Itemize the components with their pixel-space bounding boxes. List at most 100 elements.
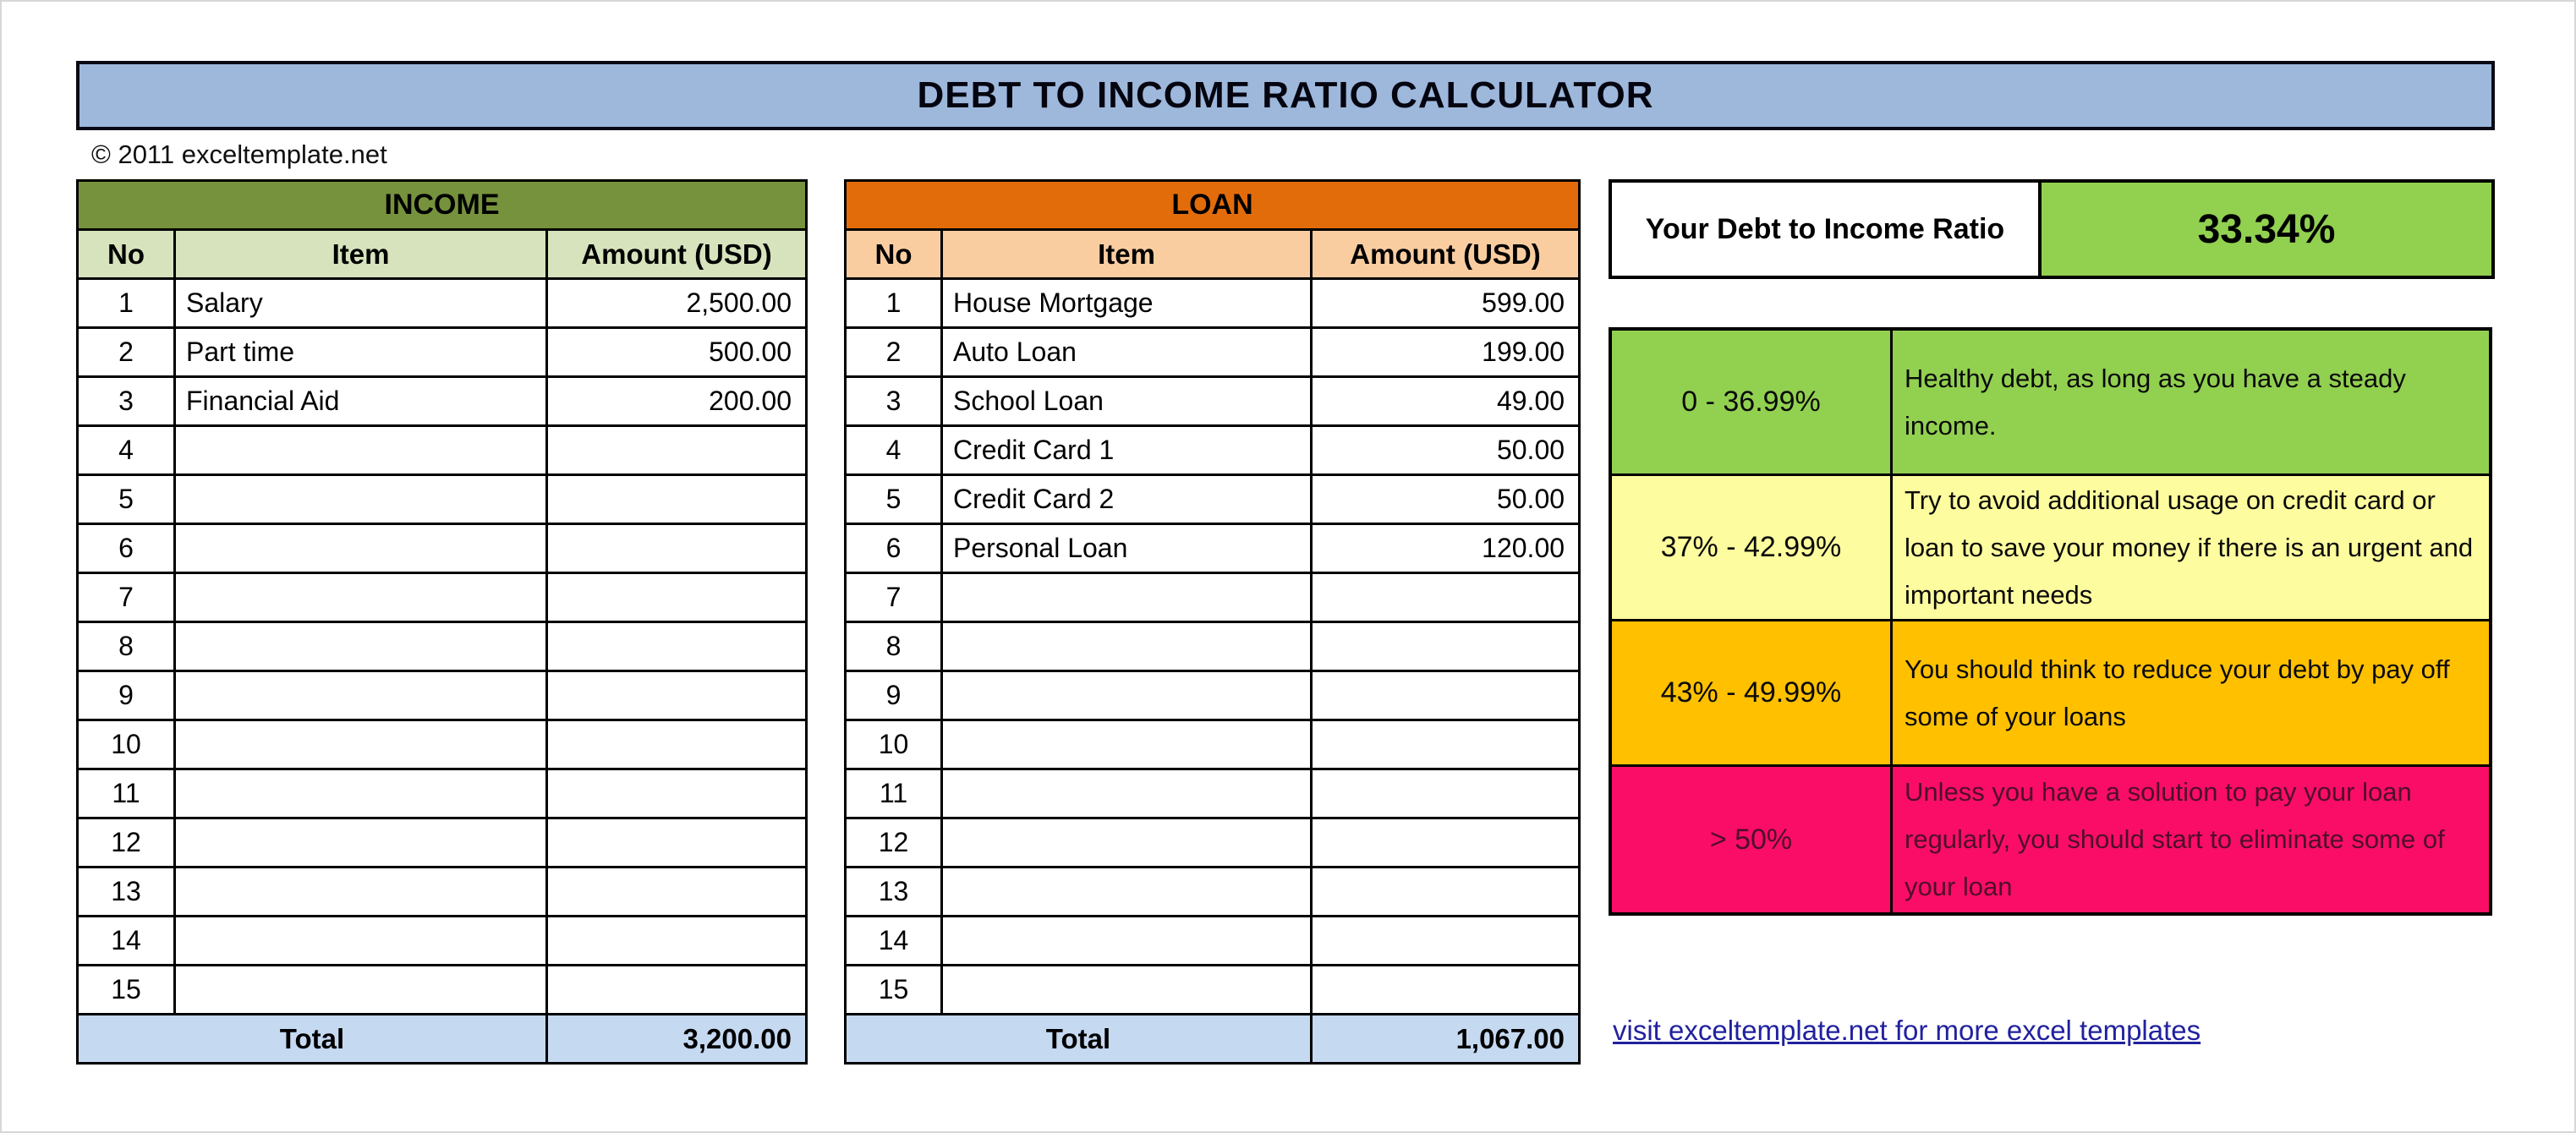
income-item-cell[interactable]	[173, 670, 548, 721]
loan-amount-cell[interactable]: 49.00	[1309, 375, 1581, 427]
income-amount-cell[interactable]	[545, 719, 808, 770]
income-amount-cell[interactable]	[545, 424, 808, 476]
income-amount-cell[interactable]	[545, 621, 808, 672]
income-amount-cell[interactable]	[545, 817, 808, 868]
loan-amount-cell[interactable]	[1309, 768, 1581, 819]
row-number-cell: 7	[76, 572, 176, 623]
income-amount-cell[interactable]	[545, 964, 808, 1015]
loan-item-cell[interactable]	[940, 866, 1313, 917]
loan-table-row: 6 Personal Loan 120.00	[844, 523, 1581, 574]
income-table-row: 12	[76, 817, 808, 868]
income-table-row: 2 Part time 500.00	[76, 326, 808, 378]
loan-amount-cell[interactable]: 50.00	[1309, 473, 1581, 525]
footer-link[interactable]: visit exceltemplate.net for more excel t…	[1613, 1015, 2201, 1046]
row-number-cell: 6	[844, 523, 943, 574]
loan-item-cell[interactable]: Credit Card 1	[940, 424, 1313, 476]
loan-amount-cell[interactable]: 199.00	[1309, 326, 1581, 378]
income-table-row: 8	[76, 621, 808, 672]
income-amount-cell[interactable]: 2,500.00	[545, 277, 808, 329]
income-table: INCOME No Item Amount (USD) 1 Salary 2,5…	[76, 179, 808, 1065]
loan-amount-cell[interactable]: 120.00	[1309, 523, 1581, 574]
income-table-row: 15	[76, 964, 808, 1015]
loan-amount-cell[interactable]	[1309, 915, 1581, 966]
loan-amount-cell[interactable]	[1309, 670, 1581, 721]
income-item-cell[interactable]: Financial Aid	[173, 375, 548, 427]
income-amount-cell[interactable]	[545, 670, 808, 721]
loan-item-cell[interactable]	[940, 572, 1313, 623]
income-table-row: 3 Financial Aid 200.00	[76, 375, 808, 427]
loan-item-cell[interactable]: Auto Loan	[940, 326, 1313, 378]
copyright-text: © 2011 exceltemplate.net	[91, 140, 387, 169]
income-item-cell[interactable]	[173, 964, 548, 1015]
debt-to-income-ratio-box: Your Debt to Income Ratio 33.34%	[1609, 179, 2495, 279]
loan-item-cell[interactable]	[940, 719, 1313, 770]
row-number-cell: 10	[76, 719, 176, 770]
loan-table-row: 11	[844, 768, 1581, 819]
loan-table-row: 4 Credit Card 1 50.00	[844, 424, 1581, 476]
loan-item-cell[interactable]	[940, 915, 1313, 966]
income-amount-cell[interactable]	[545, 768, 808, 819]
income-total-label: Total	[76, 1013, 548, 1065]
loan-item-cell[interactable]	[940, 768, 1313, 819]
income-item-cell[interactable]	[173, 817, 548, 868]
income-amount-cell[interactable]: 500.00	[545, 326, 808, 378]
income-amount-cell[interactable]	[545, 473, 808, 525]
income-item-cell[interactable]	[173, 424, 548, 476]
loan-table-row: 12	[844, 817, 1581, 868]
loan-amount-cell[interactable]	[1309, 817, 1581, 868]
loan-amount-cell[interactable]	[1309, 964, 1581, 1015]
loan-item-cell[interactable]	[940, 670, 1313, 721]
row-number-cell: 4	[844, 424, 943, 476]
loan-item-cell[interactable]: Credit Card 2	[940, 473, 1313, 525]
income-col-item: Item	[173, 228, 548, 280]
loan-table-row: 15	[844, 964, 1581, 1015]
row-number-cell: 13	[844, 866, 943, 917]
income-amount-cell[interactable]	[545, 915, 808, 966]
row-number-cell: 1	[844, 277, 943, 329]
income-amount-cell[interactable]	[545, 572, 808, 623]
loan-total-label: Total	[844, 1013, 1313, 1065]
income-item-cell[interactable]	[173, 572, 548, 623]
row-number-cell: 9	[76, 670, 176, 721]
loan-amount-cell[interactable]	[1309, 621, 1581, 672]
loan-amount-cell[interactable]: 50.00	[1309, 424, 1581, 476]
legend-description-cell: Try to avoid additional usage on credit …	[1905, 484, 2474, 610]
row-number-cell: 10	[844, 719, 943, 770]
page-title: DEBT TO INCOME RATIO CALCULATOR	[76, 61, 2495, 130]
legend-row: > 50% Unless you have a solution to pay …	[1612, 767, 2489, 912]
row-number-cell: 3	[76, 375, 176, 427]
income-item-cell[interactable]	[173, 719, 548, 770]
income-table-row: 5	[76, 473, 808, 525]
income-item-cell[interactable]	[173, 768, 548, 819]
income-table-row: 14	[76, 915, 808, 966]
loan-table-row: 7	[844, 572, 1581, 623]
income-amount-cell[interactable]	[545, 866, 808, 917]
income-item-cell[interactable]	[173, 473, 548, 525]
loan-item-cell[interactable]: School Loan	[940, 375, 1313, 427]
income-table-row: 4	[76, 424, 808, 476]
loan-item-cell[interactable]: House Mortgage	[940, 277, 1313, 329]
legend-range-cell: 0 - 36.99%	[1612, 331, 1893, 473]
income-amount-cell[interactable]: 200.00	[545, 375, 808, 427]
loan-item-cell[interactable]	[940, 621, 1313, 672]
income-item-cell[interactable]	[173, 866, 548, 917]
loan-amount-cell[interactable]: 599.00	[1309, 277, 1581, 329]
legend-row: 0 - 36.99% Healthy debt, as long as you …	[1612, 331, 2489, 476]
income-item-cell[interactable]	[173, 523, 548, 574]
row-number-cell: 4	[76, 424, 176, 476]
loan-item-cell[interactable]	[940, 964, 1313, 1015]
loan-amount-cell[interactable]	[1309, 572, 1581, 623]
income-amount-cell[interactable]	[545, 523, 808, 574]
loan-item-cell[interactable]	[940, 817, 1313, 868]
income-item-cell[interactable]: Salary	[173, 277, 548, 329]
income-item-cell[interactable]	[173, 915, 548, 966]
income-item-cell[interactable]: Part time	[173, 326, 548, 378]
row-number-cell: 5	[844, 473, 943, 525]
loan-item-cell[interactable]: Personal Loan	[940, 523, 1313, 574]
loan-amount-cell[interactable]	[1309, 719, 1581, 770]
loan-table-row: 10	[844, 719, 1581, 770]
income-table-row: 7	[76, 572, 808, 623]
loan-amount-cell[interactable]	[1309, 866, 1581, 917]
income-item-cell[interactable]	[173, 621, 548, 672]
